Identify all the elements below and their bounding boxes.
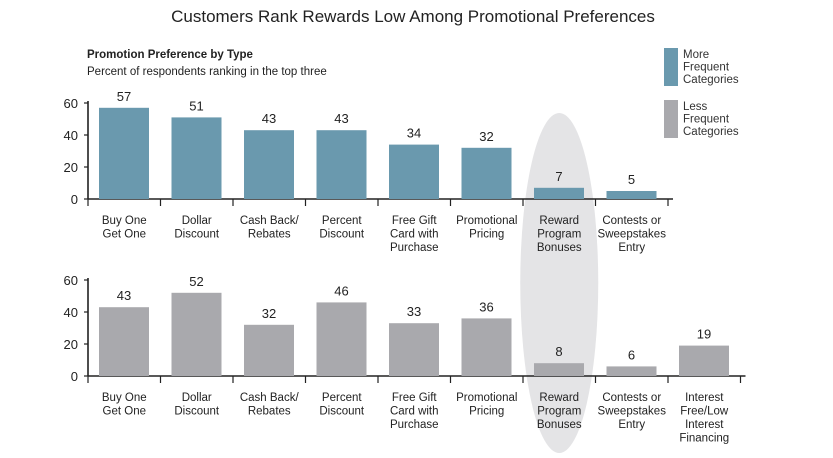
category-label: Get One xyxy=(103,229,146,241)
bar-value-label: 34 xyxy=(407,126,421,141)
category-label: Sweepstakes xyxy=(598,229,667,241)
bar xyxy=(461,147,512,199)
category-label: Card with xyxy=(390,406,439,418)
category-label: Discount xyxy=(319,406,365,418)
y-tick-label: 60 xyxy=(64,96,78,111)
legend-label: Less xyxy=(683,101,708,113)
category-label: Free Gift xyxy=(392,215,438,227)
bar-value-label: 5 xyxy=(628,172,635,187)
chart-subtitle: Percent of respondents ranking in the to… xyxy=(87,66,327,78)
y-tick-label: 0 xyxy=(71,192,78,207)
category-label: Pricing xyxy=(469,406,504,418)
category-label: Free Gift xyxy=(392,392,438,404)
category-label: Discount xyxy=(174,406,220,418)
bar xyxy=(389,323,439,376)
category-label: Interest xyxy=(685,419,724,431)
bar-value-label: 57 xyxy=(117,89,131,104)
category-label: Reward xyxy=(539,392,579,404)
legend-swatch xyxy=(664,48,678,86)
legend-label: Categories xyxy=(683,74,739,86)
bar-value-label: 43 xyxy=(117,288,131,303)
legend-label: Categories xyxy=(683,126,739,138)
category-label: Buy One xyxy=(102,392,147,404)
bar xyxy=(171,292,222,376)
bar xyxy=(99,307,149,376)
bar xyxy=(389,144,439,199)
bar xyxy=(606,191,657,199)
y-tick-label: 20 xyxy=(64,160,78,175)
legend-label: More xyxy=(683,49,709,61)
category-label: Financing xyxy=(679,433,729,445)
bar xyxy=(534,363,584,376)
category-label: Entry xyxy=(618,419,645,431)
bar xyxy=(461,318,512,376)
category-label: Get One xyxy=(103,406,146,418)
category-label: Sweepstakes xyxy=(598,406,667,418)
category-label: Discount xyxy=(174,229,220,241)
bar xyxy=(99,107,149,199)
bar-value-label: 52 xyxy=(189,274,203,289)
bar-value-label: 6 xyxy=(628,347,635,362)
y-tick-label: 40 xyxy=(64,305,78,320)
bar-value-label: 32 xyxy=(262,306,276,321)
category-label: Dollar xyxy=(182,392,212,404)
category-label: Discount xyxy=(319,229,365,241)
y-tick-label: 40 xyxy=(64,128,78,143)
category-label: Bonuses xyxy=(537,242,582,254)
y-tick-label: 60 xyxy=(64,273,78,288)
category-label: Contests or xyxy=(602,215,661,227)
bar xyxy=(244,130,294,199)
category-label: Reward xyxy=(539,215,579,227)
bar-value-label: 51 xyxy=(189,98,203,113)
bar-value-label: 19 xyxy=(697,327,711,342)
category-label: Percent xyxy=(322,215,362,227)
category-label: Cash Back/ xyxy=(240,392,300,404)
bar-value-label: 32 xyxy=(479,129,493,144)
bar xyxy=(606,366,657,376)
category-label: Percent xyxy=(322,392,362,404)
category-label: Promotional xyxy=(456,392,517,404)
category-label: Purchase xyxy=(390,242,439,254)
chart-title: Customers Rank Rewards Low Among Promoti… xyxy=(171,7,655,26)
category-label: Rebates xyxy=(248,229,291,241)
category-label: Bonuses xyxy=(537,419,582,431)
category-label: Card with xyxy=(390,229,439,241)
legend: MoreFrequentCategoriesLessFrequentCatego… xyxy=(664,48,739,138)
legend-swatch xyxy=(664,100,678,138)
bar-value-label: 36 xyxy=(479,299,493,314)
category-label: Entry xyxy=(618,242,645,254)
category-label: Buy One xyxy=(102,215,147,227)
y-tick-label: 20 xyxy=(64,337,78,352)
bar-value-label: 43 xyxy=(262,111,276,126)
legend-label: Frequent xyxy=(683,62,730,74)
bar xyxy=(534,187,584,199)
bar-value-label: 46 xyxy=(334,283,348,298)
chart-subtitle-bold: Promotion Preference by Type xyxy=(87,49,253,61)
bar-value-label: 7 xyxy=(555,169,562,184)
category-label: Free/Low xyxy=(680,406,729,418)
bar xyxy=(171,117,222,199)
legend-label: Frequent xyxy=(683,114,730,126)
category-label: Promotional xyxy=(456,215,517,227)
bar-value-label: 8 xyxy=(555,344,562,359)
y-tick-label: 0 xyxy=(71,369,78,384)
category-label: Contests or xyxy=(602,392,661,404)
bar-value-label: 33 xyxy=(407,304,421,319)
bar xyxy=(679,345,729,376)
category-label: Pricing xyxy=(469,229,504,241)
category-label: Purchase xyxy=(390,419,439,431)
category-label: Dollar xyxy=(182,215,212,227)
category-label: Rebates xyxy=(248,406,291,418)
bar-value-label: 43 xyxy=(334,111,348,126)
bottom-panel: 0 20 40 60 43 Buy One Get One 52 Dollar Discount 3… xyxy=(64,273,746,445)
category-label: Program xyxy=(537,229,581,241)
bar xyxy=(316,130,367,199)
bar xyxy=(316,302,367,376)
category-label: Interest xyxy=(685,392,724,404)
bar xyxy=(244,324,294,376)
category-label: Program xyxy=(537,406,581,418)
category-label: Cash Back/ xyxy=(240,215,300,227)
